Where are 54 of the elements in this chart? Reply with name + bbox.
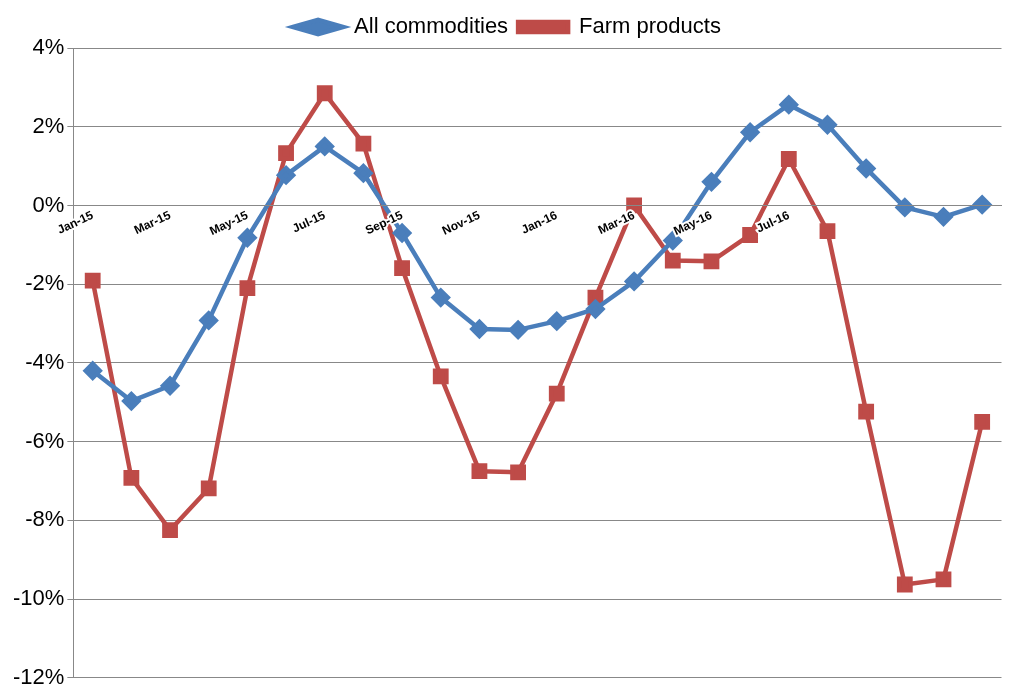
point [703, 253, 720, 270]
y-tick-label: -8% [25, 506, 65, 532]
legend-label: Farm products [579, 13, 721, 39]
point [819, 223, 836, 239]
point [508, 320, 528, 340]
point [935, 571, 952, 588]
y-tick-label: 0% [32, 191, 65, 217]
point [934, 207, 953, 227]
point [972, 195, 992, 214]
point [394, 260, 410, 276]
point [742, 227, 759, 243]
point [818, 115, 837, 135]
y-tick-label: -4% [25, 348, 65, 374]
point [199, 311, 218, 330]
point [431, 288, 450, 307]
point [974, 414, 991, 430]
point [510, 464, 526, 481]
y-tick-label: 4% [32, 34, 65, 60]
point [858, 403, 875, 420]
point [586, 299, 605, 319]
point [471, 463, 488, 480]
point [624, 272, 644, 291]
point [239, 280, 256, 297]
y-tick-label: -12% [13, 663, 65, 689]
point [779, 95, 799, 114]
point [316, 85, 333, 102]
point [856, 159, 876, 178]
point [84, 272, 101, 289]
point [200, 480, 217, 497]
point [123, 469, 140, 486]
point [355, 135, 372, 152]
y-tick-label: -6% [25, 427, 65, 453]
point [702, 172, 721, 192]
point [740, 122, 760, 142]
point [162, 522, 178, 539]
point [122, 391, 141, 411]
y-tick-label: 2% [32, 112, 65, 138]
point [547, 311, 567, 331]
y-tick-label: -2% [25, 270, 65, 296]
point [895, 198, 915, 217]
point [315, 137, 334, 156]
point [548, 385, 565, 402]
legend-label: All commodities [354, 13, 509, 39]
y-tick-label: -10% [13, 585, 65, 611]
point [664, 252, 681, 269]
point [160, 376, 180, 395]
point [83, 361, 102, 381]
point [470, 319, 489, 339]
point [354, 163, 373, 183]
point [278, 145, 294, 162]
point [780, 151, 797, 167]
point [896, 576, 913, 593]
point [432, 368, 449, 385]
point [276, 165, 296, 185]
